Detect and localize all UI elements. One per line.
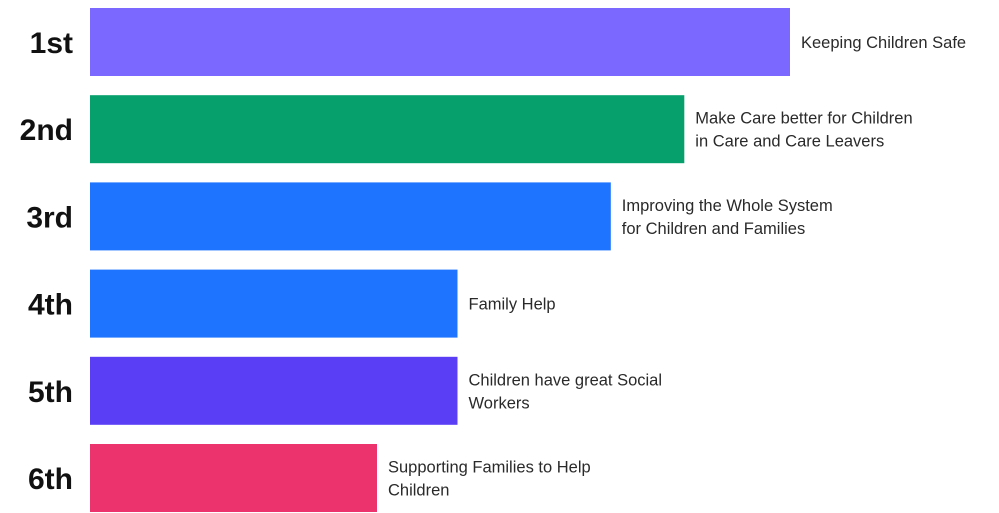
bars bbox=[90, 8, 790, 512]
bar-label-line: Improving the Whole System bbox=[622, 197, 833, 215]
rank-label-1st: 1st bbox=[30, 27, 73, 60]
rank-label-5th: 5th bbox=[28, 376, 73, 409]
bar-labels: Keeping Children Safe Make Care better fo… bbox=[388, 34, 966, 500]
bar-label-line: Supporting Families to Help bbox=[388, 459, 591, 477]
bar-3rd bbox=[90, 182, 611, 251]
bar-label-2nd: Make Care better for Children in Care and… bbox=[695, 110, 912, 151]
bar-label-4th: Family Help bbox=[469, 296, 556, 314]
bar-label-6th: Supporting Families to Help Children bbox=[388, 459, 591, 500]
bar-label-5th: Children have great Social Workers bbox=[469, 371, 663, 412]
bar-2nd bbox=[90, 95, 685, 164]
bar-label-line: in Care and Care Leavers bbox=[695, 133, 884, 151]
rank-labels: 1st 2nd 3rd 4th 5th 6th bbox=[20, 27, 73, 496]
bar-6th bbox=[90, 444, 377, 512]
rank-label-2nd: 2nd bbox=[20, 114, 73, 147]
bar-4th bbox=[90, 269, 458, 338]
rank-label-3rd: 3rd bbox=[26, 201, 73, 234]
bar-1st bbox=[90, 8, 790, 76]
bar-label-1st: Keeping Children Safe bbox=[801, 34, 966, 52]
bar-label-line: for Children and Families bbox=[622, 220, 805, 238]
rank-label-4th: 4th bbox=[28, 289, 73, 322]
bar-label-line: Keeping Children Safe bbox=[801, 34, 966, 52]
bar-label-line: Children have great Social bbox=[469, 371, 663, 389]
bar-label-line: Workers bbox=[469, 394, 530, 412]
bar-label-line: Make Care better for Children bbox=[695, 110, 912, 128]
rank-label-6th: 6th bbox=[28, 463, 73, 496]
bar-label-line: Family Help bbox=[469, 296, 556, 314]
bar-label-3rd: Improving the Whole System for Children a… bbox=[622, 197, 833, 238]
bar-5th bbox=[90, 356, 458, 425]
bar-label-line: Children bbox=[388, 482, 449, 500]
